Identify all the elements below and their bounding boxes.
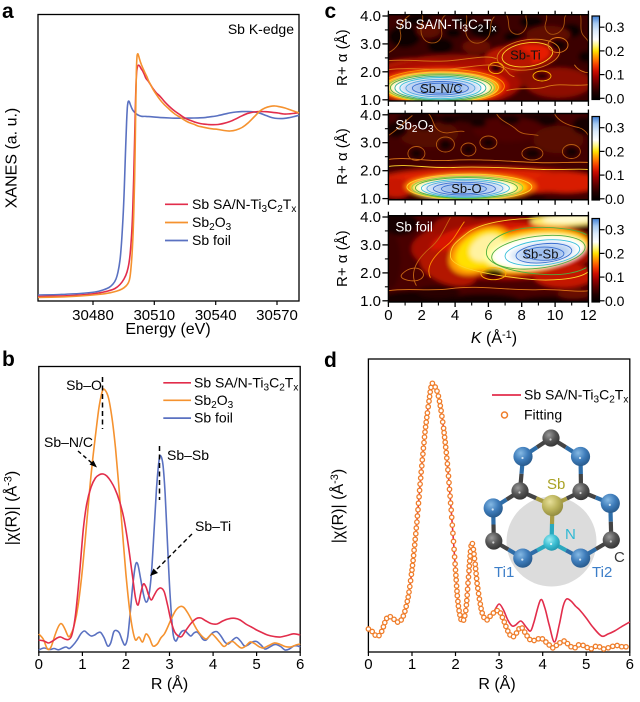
svg-text:R+ α (Å): R+ α (Å) [334,128,351,185]
svg-text:R (Å): R (Å) [478,674,515,693]
svg-text:Ti1: Ti1 [494,564,514,581]
svg-text:Sb SA/N-Ti3C2Tx: Sb SA/N-Ti3C2Tx [194,374,298,393]
svg-text:Sb–O: Sb–O [66,377,102,393]
svg-text:4: 4 [451,307,459,324]
svg-text:1: 1 [408,656,416,673]
svg-text:K (Å-1): K (Å-1) [471,328,517,347]
svg-text:d: d [324,350,337,372]
svg-text:Fitting: Fitting [524,407,562,423]
svg-text:0.1: 0.1 [605,67,625,83]
svg-text:Sb SA/N-Ti3C2Tx: Sb SA/N-Ti3C2Tx [524,387,628,406]
svg-text:Ti2: Ti2 [592,564,612,581]
svg-text:2.0: 2.0 [360,64,381,81]
svg-text:Energy (eV): Energy (eV) [125,321,210,338]
svg-text:1.0: 1.0 [360,92,381,109]
svg-text:3: 3 [165,656,173,673]
svg-text:30480: 30480 [72,307,114,324]
svg-text:0: 0 [384,307,392,324]
svg-text:0.3: 0.3 [605,120,625,136]
svg-text:2.0: 2.0 [360,265,381,282]
svg-text:30570: 30570 [256,307,298,324]
svg-text:Sb K-edge: Sb K-edge [228,21,294,37]
svg-text:3.0: 3.0 [360,237,381,254]
svg-text:0.0: 0.0 [605,293,625,309]
svg-text:R+ α (Å): R+ α (Å) [334,29,351,86]
svg-text:0: 0 [364,656,372,673]
svg-text:0.2: 0.2 [605,143,625,159]
svg-text:0: 0 [35,656,43,673]
svg-text:R (Å): R (Å) [151,674,188,693]
svg-text:4.0: 4.0 [360,209,381,226]
svg-text:Sb2O3: Sb2O3 [194,392,234,411]
svg-text:2.0: 2.0 [360,163,381,180]
svg-text:Sb SA/N-Ti3C2Tx: Sb SA/N-Ti3C2Tx [192,196,296,215]
svg-text:Sb-Sb: Sb-Sb [522,247,558,262]
svg-text:a: a [2,0,14,23]
svg-text:30510: 30510 [133,307,175,324]
svg-text:0.0: 0.0 [605,191,625,207]
svg-text:2: 2 [451,656,459,673]
svg-text:c: c [325,0,337,23]
svg-text:Sb-O: Sb-O [451,181,481,196]
svg-text:4: 4 [209,656,217,673]
svg-text:0.2: 0.2 [605,245,625,261]
svg-text:|χ(R)| (Å-3): |χ(R)| (Å-3) [2,471,21,545]
svg-text:0.3: 0.3 [605,19,625,35]
svg-text:12: 12 [580,307,597,324]
svg-text:R+ α (Å): R+ α (Å) [334,230,351,287]
svg-text:1.0: 1.0 [360,293,381,310]
svg-text:Sb–Sb: Sb–Sb [167,447,209,463]
svg-text:0.3: 0.3 [605,222,625,238]
svg-text:0.2: 0.2 [605,43,625,59]
svg-text:|χ(R)| (Å-3): |χ(R)| (Å-3) [328,469,347,543]
svg-text:1: 1 [78,656,86,673]
svg-text:Sb foil: Sb foil [192,232,231,248]
svg-text:2: 2 [418,307,426,324]
svg-text:3.0: 3.0 [360,36,381,53]
svg-text:2: 2 [122,656,130,673]
svg-text:5: 5 [582,656,590,673]
svg-text:6: 6 [484,307,492,324]
svg-text:Sb foil: Sb foil [194,410,233,426]
svg-text:10: 10 [547,307,564,324]
svg-text:5: 5 [252,656,260,673]
svg-text:Sb foil: Sb foil [395,220,433,235]
svg-text:b: b [2,350,15,371]
svg-text:N: N [565,526,576,543]
svg-text:Sb2O3: Sb2O3 [192,214,232,233]
svg-text:0.0: 0.0 [605,90,625,106]
svg-text:0.1: 0.1 [605,269,625,285]
svg-text:0.1: 0.1 [605,167,625,183]
svg-text:Sb–Ti: Sb–Ti [195,518,231,534]
svg-text:8: 8 [518,307,526,324]
svg-text:XANES (a. u.): XANES (a. u.) [4,108,21,208]
svg-text:Sb-N/C: Sb-N/C [420,81,463,96]
svg-text:Sb2O3: Sb2O3 [395,118,434,136]
svg-text:1.0: 1.0 [360,191,381,208]
svg-text:Sb–N/C: Sb–N/C [44,434,93,450]
svg-text:4.0: 4.0 [360,107,381,124]
svg-text:4: 4 [539,656,547,673]
svg-text:C: C [614,549,625,566]
svg-text:3: 3 [495,656,503,673]
svg-text:Sb SA/N-Ti3C2Tx: Sb SA/N-Ti3C2Tx [395,17,496,35]
svg-text:Sb: Sb [547,476,565,493]
svg-text:30540: 30540 [195,307,237,324]
svg-text:6: 6 [626,656,634,673]
svg-text:6: 6 [296,656,304,673]
svg-text:3.0: 3.0 [360,135,381,152]
svg-text:Sb-Ti: Sb-Ti [510,48,541,63]
svg-text:4.0: 4.0 [360,8,381,25]
